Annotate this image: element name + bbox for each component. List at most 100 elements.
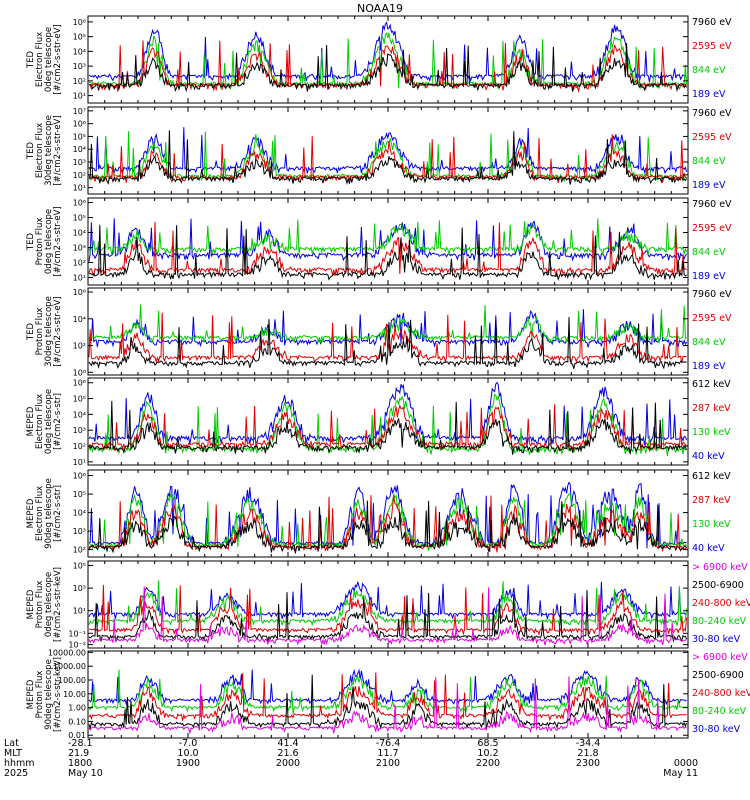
y-tick-label: 10.00 [63, 690, 86, 699]
series-line-189-ev [88, 21, 688, 83]
y-tick-label: 1000.00 [53, 662, 86, 671]
legend-entry: 80-240 keV [692, 706, 747, 717]
y-tick-label: 10³ [73, 244, 86, 253]
legend-entry: 7960 eV [692, 199, 732, 210]
chart-panel-6: 10² 10³ 10⁴ 10⁵ 10⁶ MEPED Electron Flux 90deg t… [26, 469, 731, 558]
axis-row-label: hhmm [4, 758, 35, 769]
y-tick-label: 1.00 [68, 704, 86, 713]
x-tick-label-lat: -28.1 [68, 738, 93, 749]
y-axis-label-line: TED [26, 322, 36, 341]
series-line--6900-kev [88, 586, 687, 646]
series-line-240-800-kev [88, 584, 688, 636]
series-line-80-240-kev [88, 580, 688, 627]
legend-entry: 2500-6900 [692, 580, 744, 591]
y-axis-label-line: 90deg telescope [44, 659, 54, 730]
y-tick-label: 10⁻¹ [68, 629, 86, 638]
y-axis-label-line: MEPED [26, 589, 36, 619]
y-axis-label-line: MEPED [26, 406, 36, 436]
series-line-2595-ev [88, 221, 687, 278]
series-line-40-kev [88, 381, 688, 446]
legend-entry: > 6900 keV [692, 562, 748, 573]
chart-panel-8: 0.01 0.10 1.00 10.00 100.00 1000.00 10000.00 ME… [26, 648, 750, 740]
series-line-2500-6900 [88, 590, 688, 644]
series-line-2500-6900 [88, 674, 688, 730]
x-tick-label-mlt: 10.0 [177, 748, 198, 759]
figure-title: NOAA19 [357, 2, 403, 15]
x-tick-label-mlt: 21.6 [277, 748, 298, 759]
y-axis-label-line: [#/cm2-s-str-eV] [53, 24, 63, 94]
series-line-7960-ev [88, 130, 688, 186]
x-tick-label-mlt: 10.2 [477, 748, 498, 759]
y-axis-label-line: [#/cm2-s-str-keV] [53, 567, 63, 642]
legend-entry: 2595 eV [692, 41, 732, 52]
y-axis-label-line: [#/cm2-s-str-keV] [53, 657, 63, 732]
y-tick-label: 100.00 [58, 676, 86, 685]
y-tick-label: 0.10 [68, 717, 86, 726]
y-tick-label: 10³ [73, 527, 86, 536]
chart-panel-1: 10¹ 10² 10³ 10⁴ 10⁵ 10⁶ TED Electron Flux 0deg t… [26, 15, 732, 104]
y-tick-label: 10¹ [73, 458, 86, 467]
y-tick-label: 10⁵ [73, 132, 86, 141]
y-axis-label-line: [#/cm2-s-str] [53, 393, 63, 450]
chart-panel-7: 10⁻² 10⁻¹ 10¹ 10³ 10⁵ MEPED Proton Flux 0deg te… [26, 560, 750, 650]
x-tick-label-lat: 68.5 [477, 738, 498, 749]
x-tick-label-lat: -7.0 [179, 738, 198, 749]
y-tick-label: 10¹ [73, 274, 86, 283]
series-line-844-ev [88, 304, 687, 344]
y-tick-label: 10¹ [73, 92, 86, 101]
x-tick-label-time: 1800 [68, 758, 92, 769]
panel-frame [87, 377, 689, 466]
y-axis-label-line: [#/cm2-s-str-eV] [53, 296, 63, 366]
y-axis-label-line: 0deg telescope [44, 27, 54, 92]
y-axis-label-line: 90deg telescope [44, 478, 54, 549]
legend-entry: 2595 eV [692, 313, 732, 324]
y-axis-label-line: 0deg telescope [44, 389, 54, 454]
y-axis-label-line: TED [26, 232, 36, 251]
series-line-80-240-kev [88, 669, 687, 714]
y-tick-label: 10⁴ [73, 315, 86, 324]
y-tick-label: 10⁵ [73, 214, 86, 223]
legend-entry: 844 eV [692, 65, 726, 76]
x-tick-label-time: 2200 [476, 758, 500, 769]
x-tick-label-date: May 10 [68, 768, 103, 779]
legend-entry: 30-80 keV [692, 724, 741, 735]
y-tick-label: 10⁴ [73, 410, 86, 419]
legend-entry: 40 keV [692, 451, 725, 462]
y-tick-label: 10⁴ [73, 47, 86, 56]
legend-entry: 130 keV [692, 427, 731, 438]
series-line-240-800-kev [88, 672, 687, 722]
y-axis-label-line: MEPED [26, 498, 36, 528]
y-tick-label: 10³ [73, 426, 86, 435]
y-axis-label-line: Proton Flux [35, 671, 45, 719]
y-tick-label: 10² [73, 259, 86, 268]
y-tick-label: 10² [73, 342, 86, 351]
legend-entry: 7960 eV [692, 289, 732, 300]
y-tick-label: 10¹ [73, 607, 86, 616]
series-line-612-kev [88, 400, 688, 455]
y-tick-label: 10⁶ [73, 288, 86, 297]
x-tick-label-lat: -76.4 [376, 738, 401, 749]
series-line-7960-ev [88, 317, 687, 370]
x-tick-label-mlt: 11.7 [377, 748, 398, 759]
y-axis-label-line: 30deg telescope [44, 115, 54, 186]
series-line-844-ev [88, 218, 688, 256]
legend-entry: 80-240 keV [692, 616, 747, 627]
y-tick-label: 10⁰ [73, 368, 86, 377]
y-axis-label-line: 30deg telescope [44, 296, 54, 367]
y-tick-label: 10⁵ [73, 490, 86, 499]
y-tick-label: 10⁴ [73, 145, 86, 154]
y-tick-label: 10³ [73, 62, 86, 71]
y-tick-label: 10² [73, 546, 86, 555]
y-axis-label-line: [#/cm2-s-str-eV] [53, 206, 63, 276]
y-tick-label: 10⁵ [73, 562, 86, 571]
legend-entry: 240-800 keV [692, 598, 750, 609]
legend-entry: 189 eV [692, 361, 726, 372]
series-line-612-kev [88, 500, 687, 554]
series-line-189-ev [88, 218, 687, 262]
series-line-287-kev [88, 495, 688, 555]
y-tick-label: 10⁴ [73, 509, 86, 518]
x-tick-label-date: May 11 [663, 768, 698, 779]
y-tick-label: 0.01 [68, 731, 86, 740]
